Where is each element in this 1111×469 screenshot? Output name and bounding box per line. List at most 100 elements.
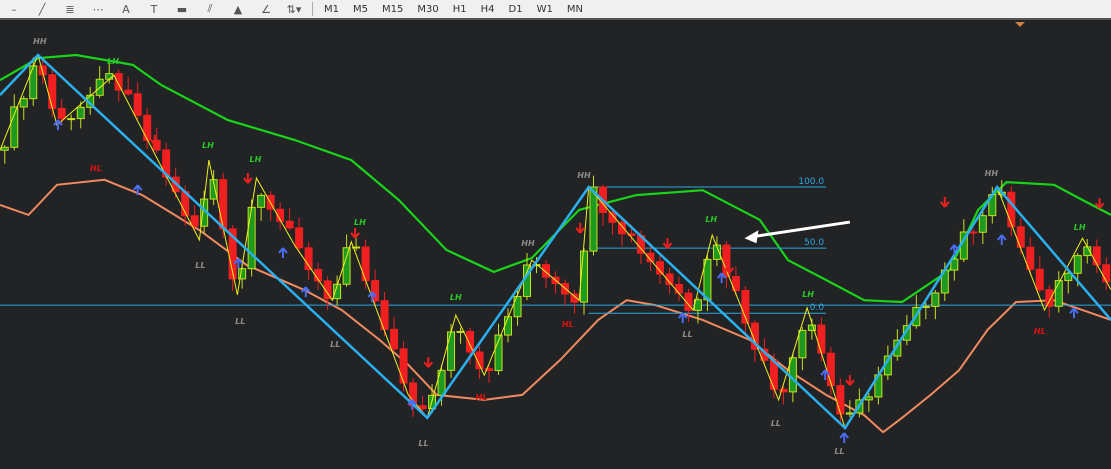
timeframe-m1-button[interactable]: M1 (324, 3, 339, 15)
bullish-candle (1064, 272, 1073, 282)
fibonacci-level-label: 100.0 (798, 177, 824, 187)
annotation-arrow-shaft (752, 220, 851, 239)
swing-label-ll: LL (195, 261, 205, 270)
swing-label-ll: LL (682, 330, 692, 339)
bearish-candle (475, 351, 484, 370)
bearish-candle (1102, 264, 1111, 283)
channel-icon[interactable]: ⫽ (207, 2, 213, 15)
bullish-candle (494, 334, 503, 372)
sell-signal-arrow-icon (575, 222, 585, 234)
bullish-candle (76, 106, 85, 120)
bearish-candle (390, 328, 399, 350)
bullish-candle (456, 330, 465, 333)
timeframe-m15-button[interactable]: M15 (382, 3, 404, 15)
fibonacci-expansion-icon[interactable]: ≣ (65, 2, 75, 16)
buy-signal-arrow-icon (820, 369, 830, 381)
swing-label-ll: LL (235, 317, 245, 326)
bullish-candle (447, 331, 456, 371)
bearish-candle (817, 324, 826, 354)
bullish-candle (807, 324, 816, 331)
swing-label-hh: HH (577, 171, 591, 180)
swing-label-hh: HH (33, 37, 47, 46)
fibonacci-level-label: 0.0 (810, 303, 825, 313)
buy-signal-arrow-icon (839, 432, 849, 444)
swing-label-hl: HL (1034, 327, 1046, 336)
swing-label-lh: LH (250, 155, 262, 164)
toolbar-separator (312, 2, 313, 16)
bearish-candle (285, 220, 294, 229)
bearish-candle (304, 247, 313, 271)
timeframe-m5-button[interactable]: M5 (353, 3, 368, 15)
minus-icon[interactable]: – (11, 2, 17, 16)
bearish-candle (114, 73, 123, 91)
text-label-icon[interactable]: A (122, 2, 130, 16)
bearish-candle (162, 149, 171, 178)
bullish-candle (589, 186, 598, 252)
bullish-candle (67, 118, 76, 121)
bullish-candle (864, 396, 873, 401)
bullish-candle (1054, 280, 1063, 307)
angle-icon[interactable]: ∠ (261, 2, 271, 16)
bearish-candle (617, 221, 626, 235)
bearish-candle (143, 114, 152, 141)
rectangle-icon[interactable]: ▬ (176, 2, 188, 16)
bearish-candle (361, 246, 370, 282)
triangle-icon[interactable]: ▲ (233, 2, 243, 16)
bearish-candle (969, 231, 978, 234)
timeframe-m30-button[interactable]: M30 (417, 3, 439, 15)
timeframe-h1-button[interactable]: H1 (452, 3, 467, 15)
bearish-candle (276, 208, 285, 222)
swing-label-lh: LH (354, 218, 366, 227)
swing-label-lh: LH (1074, 223, 1086, 232)
arrows-icon[interactable]: ⇅▾ (286, 2, 302, 16)
bearish-candle (314, 269, 323, 282)
swing-label-ll: LL (834, 447, 844, 456)
bearish-candle (741, 289, 750, 324)
upper-band-line (0, 53, 1111, 304)
bullish-candle (950, 258, 959, 271)
bullish-candle (0, 146, 9, 151)
bearish-candle (674, 283, 683, 294)
bullish-candle (352, 246, 361, 249)
timeframe-w1-button[interactable]: W1 (536, 3, 553, 15)
annotation-arrow-head-icon (744, 230, 759, 244)
bearish-candle (1016, 226, 1025, 248)
bullish-candle (579, 250, 588, 303)
timeframe-d1-button[interactable]: D1 (508, 3, 523, 15)
bearish-candle (485, 368, 494, 372)
swing-label-ll: LL (771, 419, 781, 428)
bullish-candle (10, 106, 19, 148)
minor-zigzag-line (0, 53, 1111, 430)
timeframe-h4-button[interactable]: H4 (480, 3, 495, 15)
buy-signal-arrow-icon (278, 247, 288, 259)
sell-signal-arrow-icon (940, 196, 950, 208)
text-box-icon[interactable]: T (150, 2, 158, 16)
bearish-candle (655, 261, 664, 275)
buy-signal-arrow-icon (949, 244, 960, 255)
sell-signal-arrow-icon (423, 357, 434, 368)
bearish-candle (826, 352, 835, 387)
bearish-candle (219, 179, 228, 230)
bullish-candle (712, 244, 721, 260)
bearish-candle (1045, 289, 1054, 307)
sell-signal-arrow-icon (724, 262, 735, 274)
bearish-candle (1007, 191, 1016, 228)
swing-label-hl: HL (90, 164, 102, 173)
price-chart[interactable]: 100.0 50.0 0.0 HH LH HL LH LH LL LL LH LL LL LH HL HH HH… (0, 20, 1111, 469)
bearish-candle (466, 330, 475, 353)
timeframe-mn-button[interactable]: MN (566, 3, 583, 15)
toolbar: – ╱ ≣ ⋯ A T ▬ ⫽ ▲ ∠ ⇅▾ M1 M5 M15 M30 H1 H4 D1 W1 MN (0, 0, 1111, 20)
bearish-candle (1092, 246, 1101, 266)
bearish-candle (38, 65, 47, 76)
sell-signal-arrow-icon (845, 375, 855, 386)
trendline-icon[interactable]: ╱ (38, 2, 46, 16)
bullish-candle (209, 179, 218, 200)
fibonacci-level-label: 50.0 (804, 238, 824, 248)
fibonacci-fan-icon[interactable]: ⋯ (92, 2, 104, 16)
bullish-candle (105, 73, 114, 80)
bullish-candle (893, 339, 902, 357)
bearish-candle (779, 388, 788, 393)
bullish-candle (257, 194, 266, 208)
swing-label-hh: HH (985, 169, 999, 178)
major-zigzag-line (0, 53, 1111, 431)
